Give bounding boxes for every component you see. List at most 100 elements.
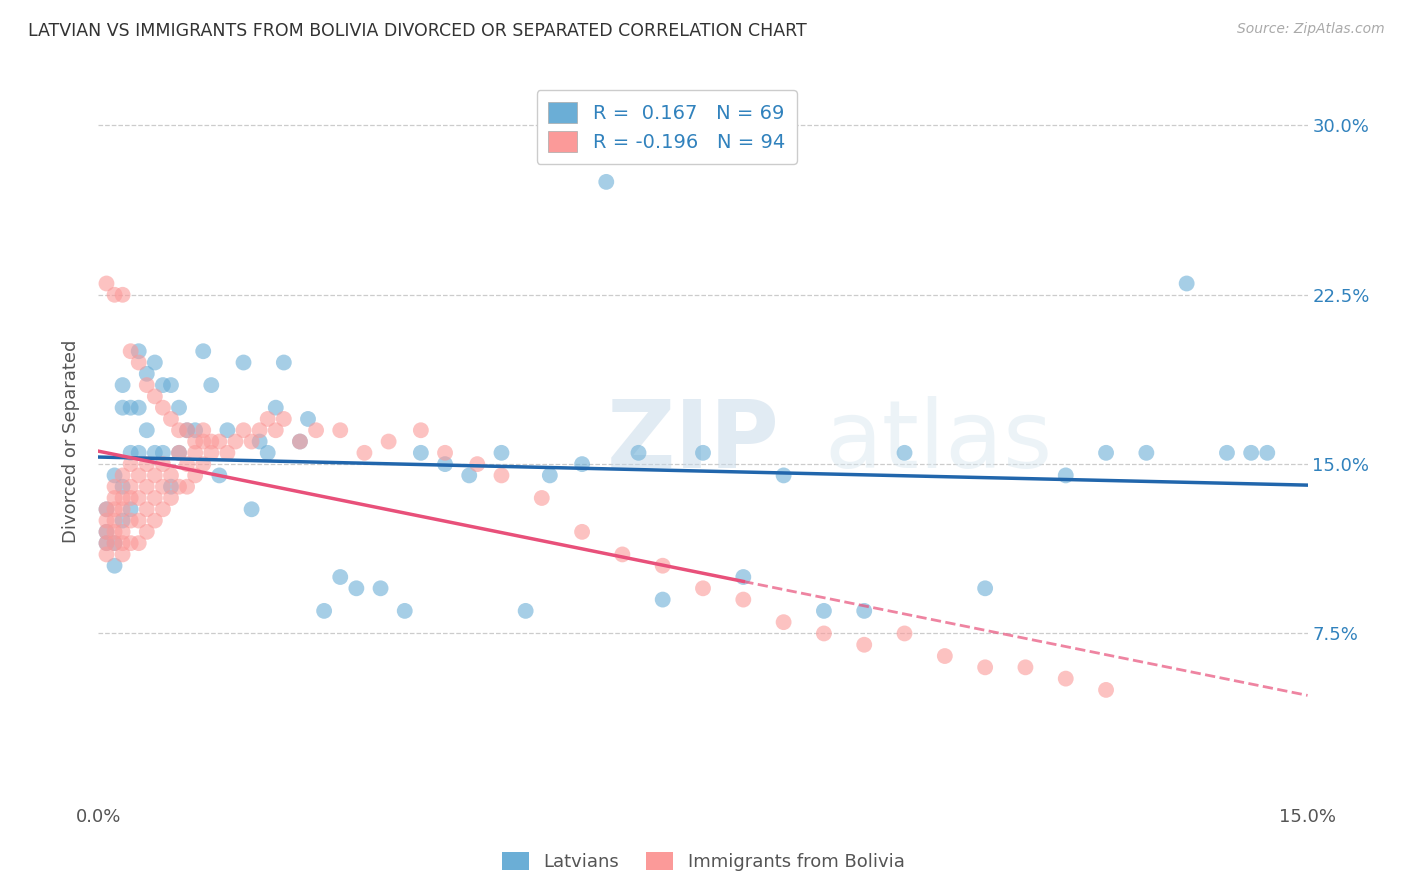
Point	[120, 491, 142, 505]
Point	[167, 446, 190, 460]
Point	[240, 434, 263, 449]
Point	[273, 412, 295, 426]
Point	[176, 457, 198, 471]
Point	[530, 491, 553, 505]
Point	[772, 615, 794, 630]
Point	[176, 480, 198, 494]
Point	[288, 434, 311, 449]
Text: Source: ZipAtlas.com: Source: ZipAtlas.com	[1237, 22, 1385, 37]
Point	[167, 423, 190, 437]
Point	[208, 468, 231, 483]
Point	[1095, 446, 1118, 460]
Point	[120, 457, 142, 471]
Point	[458, 468, 481, 483]
Point	[152, 457, 174, 471]
Point	[595, 175, 617, 189]
Point	[103, 558, 125, 573]
Point	[491, 446, 513, 460]
Point	[538, 468, 561, 483]
Point	[152, 401, 174, 415]
Point	[434, 446, 457, 460]
Text: ZIP: ZIP	[606, 395, 779, 488]
Legend: Latvians, Immigrants from Bolivia: Latvians, Immigrants from Bolivia	[495, 845, 911, 879]
Point	[1095, 682, 1118, 697]
Point	[152, 480, 174, 494]
Point	[627, 446, 650, 460]
Point	[329, 570, 352, 584]
Point	[571, 524, 593, 539]
Point	[217, 446, 239, 460]
Point	[249, 434, 271, 449]
Point	[1014, 660, 1036, 674]
Point	[813, 604, 835, 618]
Point	[120, 446, 142, 460]
Point	[409, 423, 432, 437]
Point	[208, 434, 231, 449]
Point	[160, 480, 183, 494]
Point	[264, 401, 287, 415]
Point	[344, 582, 367, 596]
Point	[96, 277, 118, 291]
Point	[200, 378, 222, 392]
Point	[143, 389, 166, 403]
Point	[103, 502, 125, 516]
Point	[184, 434, 207, 449]
Point	[571, 457, 593, 471]
Point	[184, 423, 207, 437]
Point	[329, 423, 352, 437]
Point	[135, 378, 157, 392]
Point	[515, 604, 537, 618]
Point	[111, 491, 134, 505]
Point	[733, 592, 755, 607]
Point	[103, 468, 125, 483]
Point	[353, 446, 375, 460]
Point	[1240, 446, 1263, 460]
Point	[264, 423, 287, 437]
Point	[465, 457, 488, 471]
Point	[853, 604, 876, 618]
Point	[160, 468, 183, 483]
Point	[160, 491, 183, 505]
Point	[193, 434, 215, 449]
Point	[135, 423, 157, 437]
Point	[152, 446, 174, 460]
Point	[143, 491, 166, 505]
Legend: R =  0.167   N = 69, R = -0.196   N = 94: R = 0.167 N = 69, R = -0.196 N = 94	[537, 90, 797, 163]
Point	[184, 468, 207, 483]
Point	[103, 524, 125, 539]
Point	[288, 434, 311, 449]
Point	[249, 423, 271, 437]
Point	[434, 457, 457, 471]
Point	[974, 582, 997, 596]
Point	[167, 401, 190, 415]
Point	[167, 480, 190, 494]
Point	[120, 514, 142, 528]
Point	[103, 514, 125, 528]
Point	[120, 401, 142, 415]
Point	[651, 558, 673, 573]
Point	[377, 434, 399, 449]
Point	[143, 446, 166, 460]
Point	[135, 524, 157, 539]
Point	[256, 446, 278, 460]
Point	[128, 446, 150, 460]
Point	[217, 423, 239, 437]
Y-axis label: Divorced or Separated: Divorced or Separated	[62, 340, 80, 543]
Text: LATVIAN VS IMMIGRANTS FROM BOLIVIA DIVORCED OR SEPARATED CORRELATION CHART: LATVIAN VS IMMIGRANTS FROM BOLIVIA DIVOR…	[28, 22, 807, 40]
Point	[1175, 277, 1198, 291]
Point	[651, 592, 673, 607]
Point	[1054, 468, 1077, 483]
Point	[491, 468, 513, 483]
Point	[103, 536, 125, 550]
Point	[128, 536, 150, 550]
Point	[974, 660, 997, 674]
Point	[193, 423, 215, 437]
Point	[176, 423, 198, 437]
Point	[143, 468, 166, 483]
Text: atlas: atlas	[824, 395, 1052, 488]
Point	[934, 648, 956, 663]
Point	[111, 524, 134, 539]
Point	[135, 457, 157, 471]
Point	[1135, 446, 1157, 460]
Point	[143, 355, 166, 369]
